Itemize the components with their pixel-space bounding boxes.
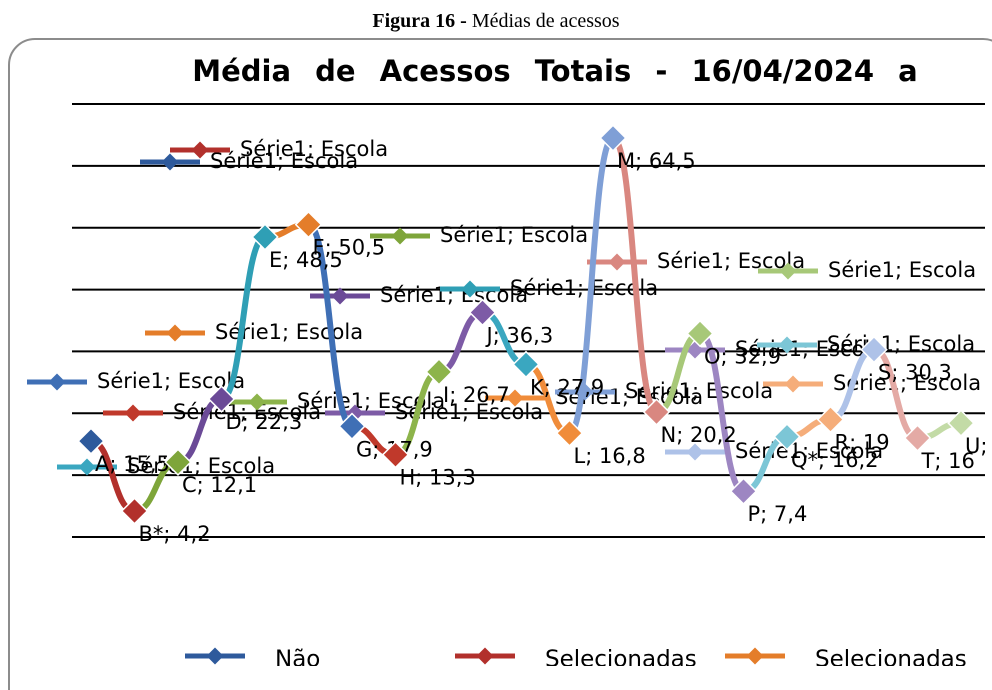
point — [599, 124, 627, 152]
overlay-icon-marker — [686, 443, 704, 461]
overlay-icon-marker — [191, 141, 209, 159]
data-label: S; 30,3 — [878, 361, 952, 385]
overlay-icon-marker — [784, 375, 802, 393]
point — [642, 398, 671, 426]
data-label: E; 48,5 — [269, 248, 343, 272]
overlay-label: Série1; Escola — [735, 337, 883, 361]
data-label: N; 20,2 — [661, 423, 737, 447]
overlay-label: Série1; Escola — [240, 137, 388, 161]
point — [860, 335, 888, 364]
point — [77, 427, 105, 455]
overlay-icon-marker — [608, 253, 626, 271]
overlay-icon-marker — [161, 153, 179, 171]
legend-label: Não — [275, 647, 320, 673]
point — [425, 358, 453, 386]
overlay-label: Série1; Escola — [210, 149, 358, 173]
point — [468, 298, 497, 327]
data-label: L; 16,8 — [574, 444, 646, 468]
overlay-icon-marker — [331, 287, 349, 305]
data-label: O; 32,9 — [704, 344, 781, 368]
overlay-label: Série1; Escola — [827, 332, 975, 356]
point — [381, 440, 410, 469]
point — [686, 319, 714, 348]
legend-label: Selecionadas — [815, 647, 967, 673]
point — [816, 405, 845, 434]
point — [338, 412, 366, 441]
data-label: I; 26,7 — [443, 383, 510, 407]
data-label: F; 50,5 — [313, 236, 386, 260]
caption: Figura 16 - Médias de acessos — [372, 10, 619, 32]
data-label: M; 64,5 — [617, 149, 696, 173]
legend-marker — [746, 647, 764, 665]
point — [555, 419, 584, 447]
line-segment — [610, 135, 660, 416]
overlay-icon-marker — [461, 280, 479, 298]
overlay-icon-marker — [778, 336, 796, 354]
data-label: J; 36,3 — [485, 323, 554, 347]
point — [729, 477, 758, 506]
point — [512, 350, 540, 379]
point — [207, 385, 236, 413]
point — [294, 210, 323, 239]
chart-frame — [8, 38, 992, 690]
data-label: Q*; 16,2 — [791, 448, 879, 472]
overlay-icon-marker — [166, 324, 184, 342]
caption-text: Médias de acessos — [472, 10, 620, 32]
overlay-label: Série1; Escola — [828, 258, 976, 282]
legend-label: Selecionadas — [545, 647, 697, 673]
data-label: H; 13,3 — [400, 466, 476, 490]
overlay-icon-marker — [779, 262, 797, 280]
point — [903, 424, 932, 452]
legend-marker — [206, 647, 224, 665]
data-label: T; 16 — [921, 449, 975, 473]
overlay-label: Série1; Escola — [735, 439, 883, 463]
data-label: B*; 4,2 — [139, 522, 211, 546]
overlay-icon-marker — [506, 389, 524, 407]
point — [773, 423, 801, 451]
data-label: U; 18,4 — [965, 434, 992, 458]
data-label: A; 15,5 — [95, 452, 170, 476]
data-label: R; 19 — [835, 430, 890, 454]
legend-marker — [476, 647, 494, 665]
data-label: D; 22,3 — [226, 410, 303, 434]
overlay-label: Série1; Escola — [440, 223, 588, 247]
data-label: K; 27,9 — [530, 375, 604, 399]
data-label: C; 12,1 — [182, 473, 257, 497]
line-segment — [566, 135, 616, 437]
point — [251, 223, 279, 251]
chart-title: Média de Acessos Totais - 16/04/2024 a — [192, 54, 918, 88]
overlay-icon-marker — [78, 458, 96, 476]
caption-label: Figura 16 - — [372, 10, 466, 32]
line-segment — [218, 233, 268, 403]
point — [164, 448, 192, 476]
overlay-icon-marker — [391, 227, 409, 245]
overlay-label: Série1; Escola — [127, 454, 275, 478]
overlay-icon-marker — [248, 393, 266, 411]
data-label: P; 7,4 — [748, 502, 808, 526]
point — [120, 497, 149, 525]
point — [947, 409, 975, 437]
line-segment — [305, 221, 355, 430]
